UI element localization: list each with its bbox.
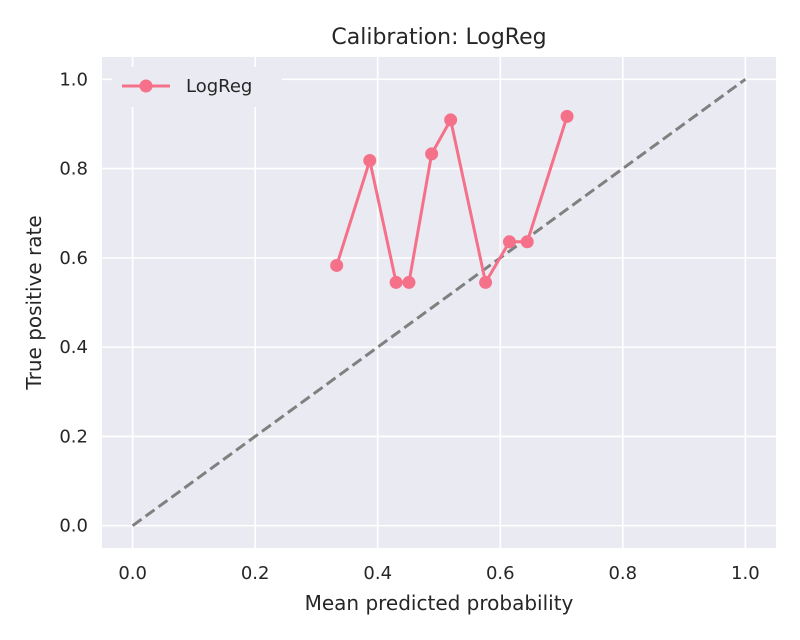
data-point (520, 235, 534, 249)
legend: LogReg (112, 67, 282, 107)
x-tick-label: 0.0 (118, 563, 147, 584)
x-tick-labels: 0.0 0.2 0.4 0.6 0.8 1.0 (118, 563, 759, 584)
data-point (330, 258, 344, 272)
y-tick-label: 0.0 (59, 516, 88, 537)
y-tick-label: 0.4 (59, 337, 88, 358)
perfect-calibration-line (131, 78, 747, 527)
data-point (560, 109, 574, 123)
chart-title: Calibration: LogReg (331, 25, 546, 50)
data-point (479, 275, 493, 289)
x-tick-label: 1.0 (731, 563, 760, 584)
legend-label: LogReg (186, 76, 252, 97)
y-tick-label: 0.2 (59, 426, 88, 447)
y-tick-label: 1.0 (59, 69, 88, 90)
data-point (402, 275, 416, 289)
legend-swatch-marker (139, 79, 153, 93)
data-point (389, 275, 403, 289)
y-tick-label: 0.6 (59, 248, 88, 269)
x-tick-label: 0.4 (363, 563, 392, 584)
x-tick-label: 0.8 (608, 563, 637, 584)
series-line-logreg (335, 115, 569, 284)
grid-lines (102, 57, 776, 548)
x-tick-label: 0.6 (486, 563, 515, 584)
x-axis-label: Mean predicted probability (305, 591, 574, 615)
data-point (363, 154, 377, 168)
y-tick-label: 0.8 (59, 159, 88, 180)
data-point (444, 113, 458, 127)
y-axis-label: True positive rate (22, 215, 46, 390)
x-tick-label: 0.2 (241, 563, 270, 584)
series-group (330, 109, 574, 289)
y-tick-labels: 0.0 0.2 0.4 0.6 0.8 1.0 (59, 69, 88, 536)
data-point (502, 235, 516, 249)
data-point (425, 147, 439, 161)
